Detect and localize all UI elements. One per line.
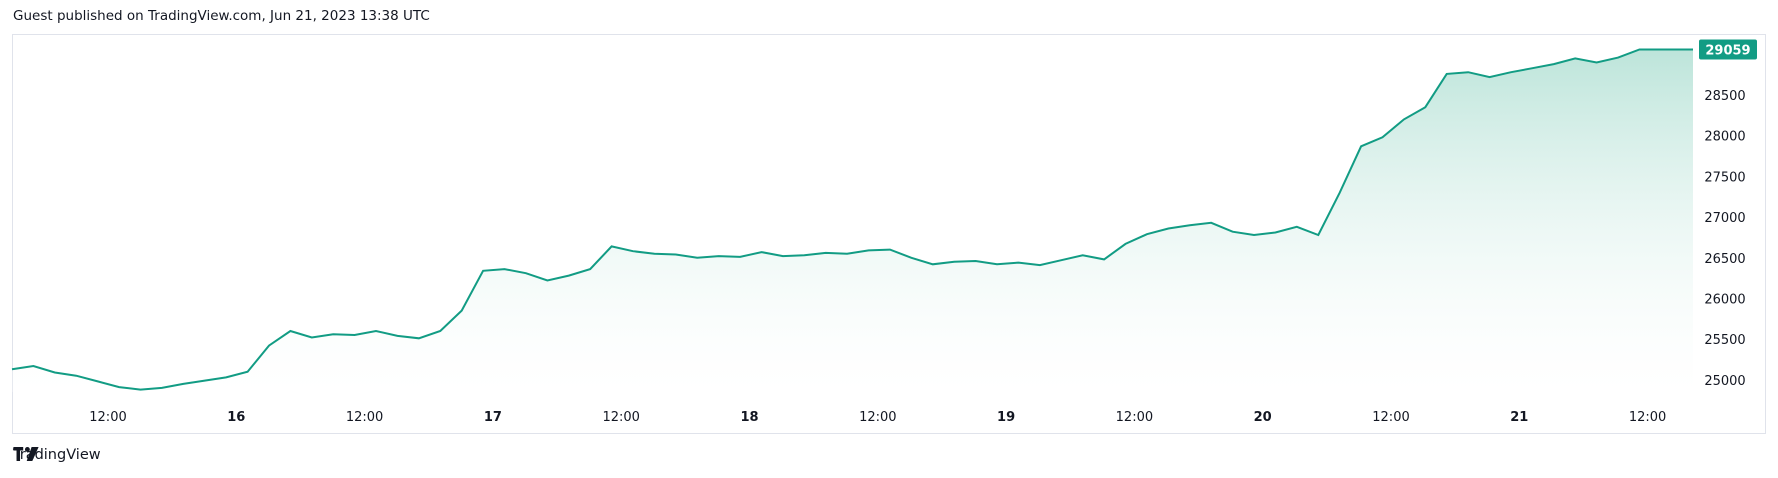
x-tick-label: 18 — [740, 410, 758, 425]
x-tick-label: 12:00 — [602, 410, 639, 425]
x-tick-label: 12:00 — [1116, 410, 1153, 425]
last-price-label: 29059 — [1705, 44, 1750, 59]
x-tick-label: 17 — [484, 410, 502, 425]
x-tick-label: 20 — [1254, 410, 1272, 425]
price-line — [11, 48, 1693, 391]
y-tick-label: 26000 — [1704, 292, 1745, 307]
y-axis: 25000 25500 26000 26500 27000 27500 28000 28500 — [1704, 89, 1745, 389]
price-area-fill — [12, 49, 1693, 392]
x-tick-label: 16 — [227, 410, 245, 425]
footer-brand[interactable]: TradingView — [13, 447, 101, 463]
y-tick-label: 25500 — [1704, 333, 1745, 348]
y-tick-label: 27000 — [1704, 211, 1745, 226]
y-tick-label: 26500 — [1704, 252, 1745, 267]
tradingview-logo-icon — [13, 447, 39, 461]
x-tick-label: 12:00 — [89, 410, 126, 425]
y-tick-label: 27500 — [1704, 170, 1745, 185]
x-tick-label: 12:00 — [346, 410, 383, 425]
x-tick-label: 12:00 — [1629, 410, 1666, 425]
x-axis: 12:00 16 12:00 17 12:00 18 12:00 19 12:00 20 12:00… — [89, 410, 1666, 425]
last-price-badge: 29059 — [1699, 39, 1757, 60]
last-price-badge-bg — [1699, 39, 1757, 60]
y-tick-label: 28000 — [1704, 130, 1745, 145]
y-tick-label: 25000 — [1704, 374, 1745, 389]
x-tick-label: 19 — [997, 410, 1015, 425]
chart-frame — [12, 34, 1766, 434]
published-caption: Guest published on TradingView.com, Jun … — [13, 8, 430, 24]
x-tick-label: 12:00 — [859, 410, 896, 425]
x-tick-label: 21 — [1510, 410, 1528, 425]
y-tick-label: 28500 — [1704, 89, 1745, 104]
x-tick-label: 12:00 — [1372, 410, 1409, 425]
